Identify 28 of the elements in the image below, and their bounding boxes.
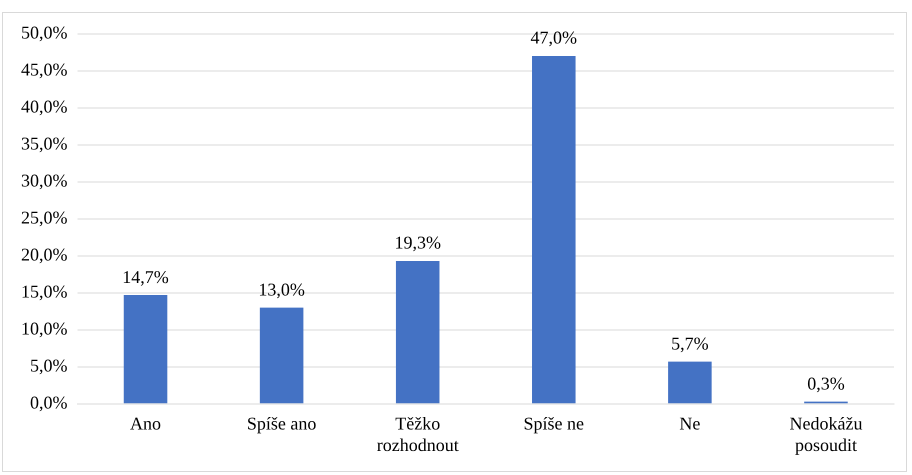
y-tick-label: 25,0% [20, 208, 68, 228]
bar [668, 362, 712, 404]
bar [260, 308, 304, 404]
data-label: 19,3% [394, 232, 441, 253]
bar [124, 295, 168, 404]
x-tick-label: Ne [679, 413, 700, 434]
bar [396, 260, 440, 404]
x-tick-label: Spíše ano [246, 413, 316, 434]
data-label: 13,0% [258, 279, 305, 300]
data-label: 47,0% [530, 28, 578, 48]
y-tick-label: 50,0% [20, 22, 68, 43]
y-tick-label: 30,0% [20, 170, 68, 191]
y-tick-label: 40,0% [20, 96, 68, 117]
y-tick-label: 15,0% [20, 282, 68, 302]
bar [532, 56, 576, 404]
data-label: 0,3% [807, 373, 845, 394]
y-tick-label: 0,0% [30, 392, 68, 413]
y-tick-label: 35,0% [20, 134, 68, 154]
data-label: 5,7% [671, 333, 709, 354]
y-tick-label: 10,0% [20, 318, 68, 339]
x-tick-label: Ano [130, 413, 162, 434]
y-tick-label: 5,0% [30, 356, 68, 376]
y-tick-label: 20,0% [20, 244, 68, 265]
x-tick-label: Nedokážu posoudit [789, 413, 862, 455]
y-tick-label: 45,0% [20, 60, 68, 80]
data-label: 14,7% [122, 266, 169, 287]
x-tick-label: Těžko rozhodnout [376, 413, 459, 455]
x-tick-label: Spíše ne [524, 413, 584, 434]
